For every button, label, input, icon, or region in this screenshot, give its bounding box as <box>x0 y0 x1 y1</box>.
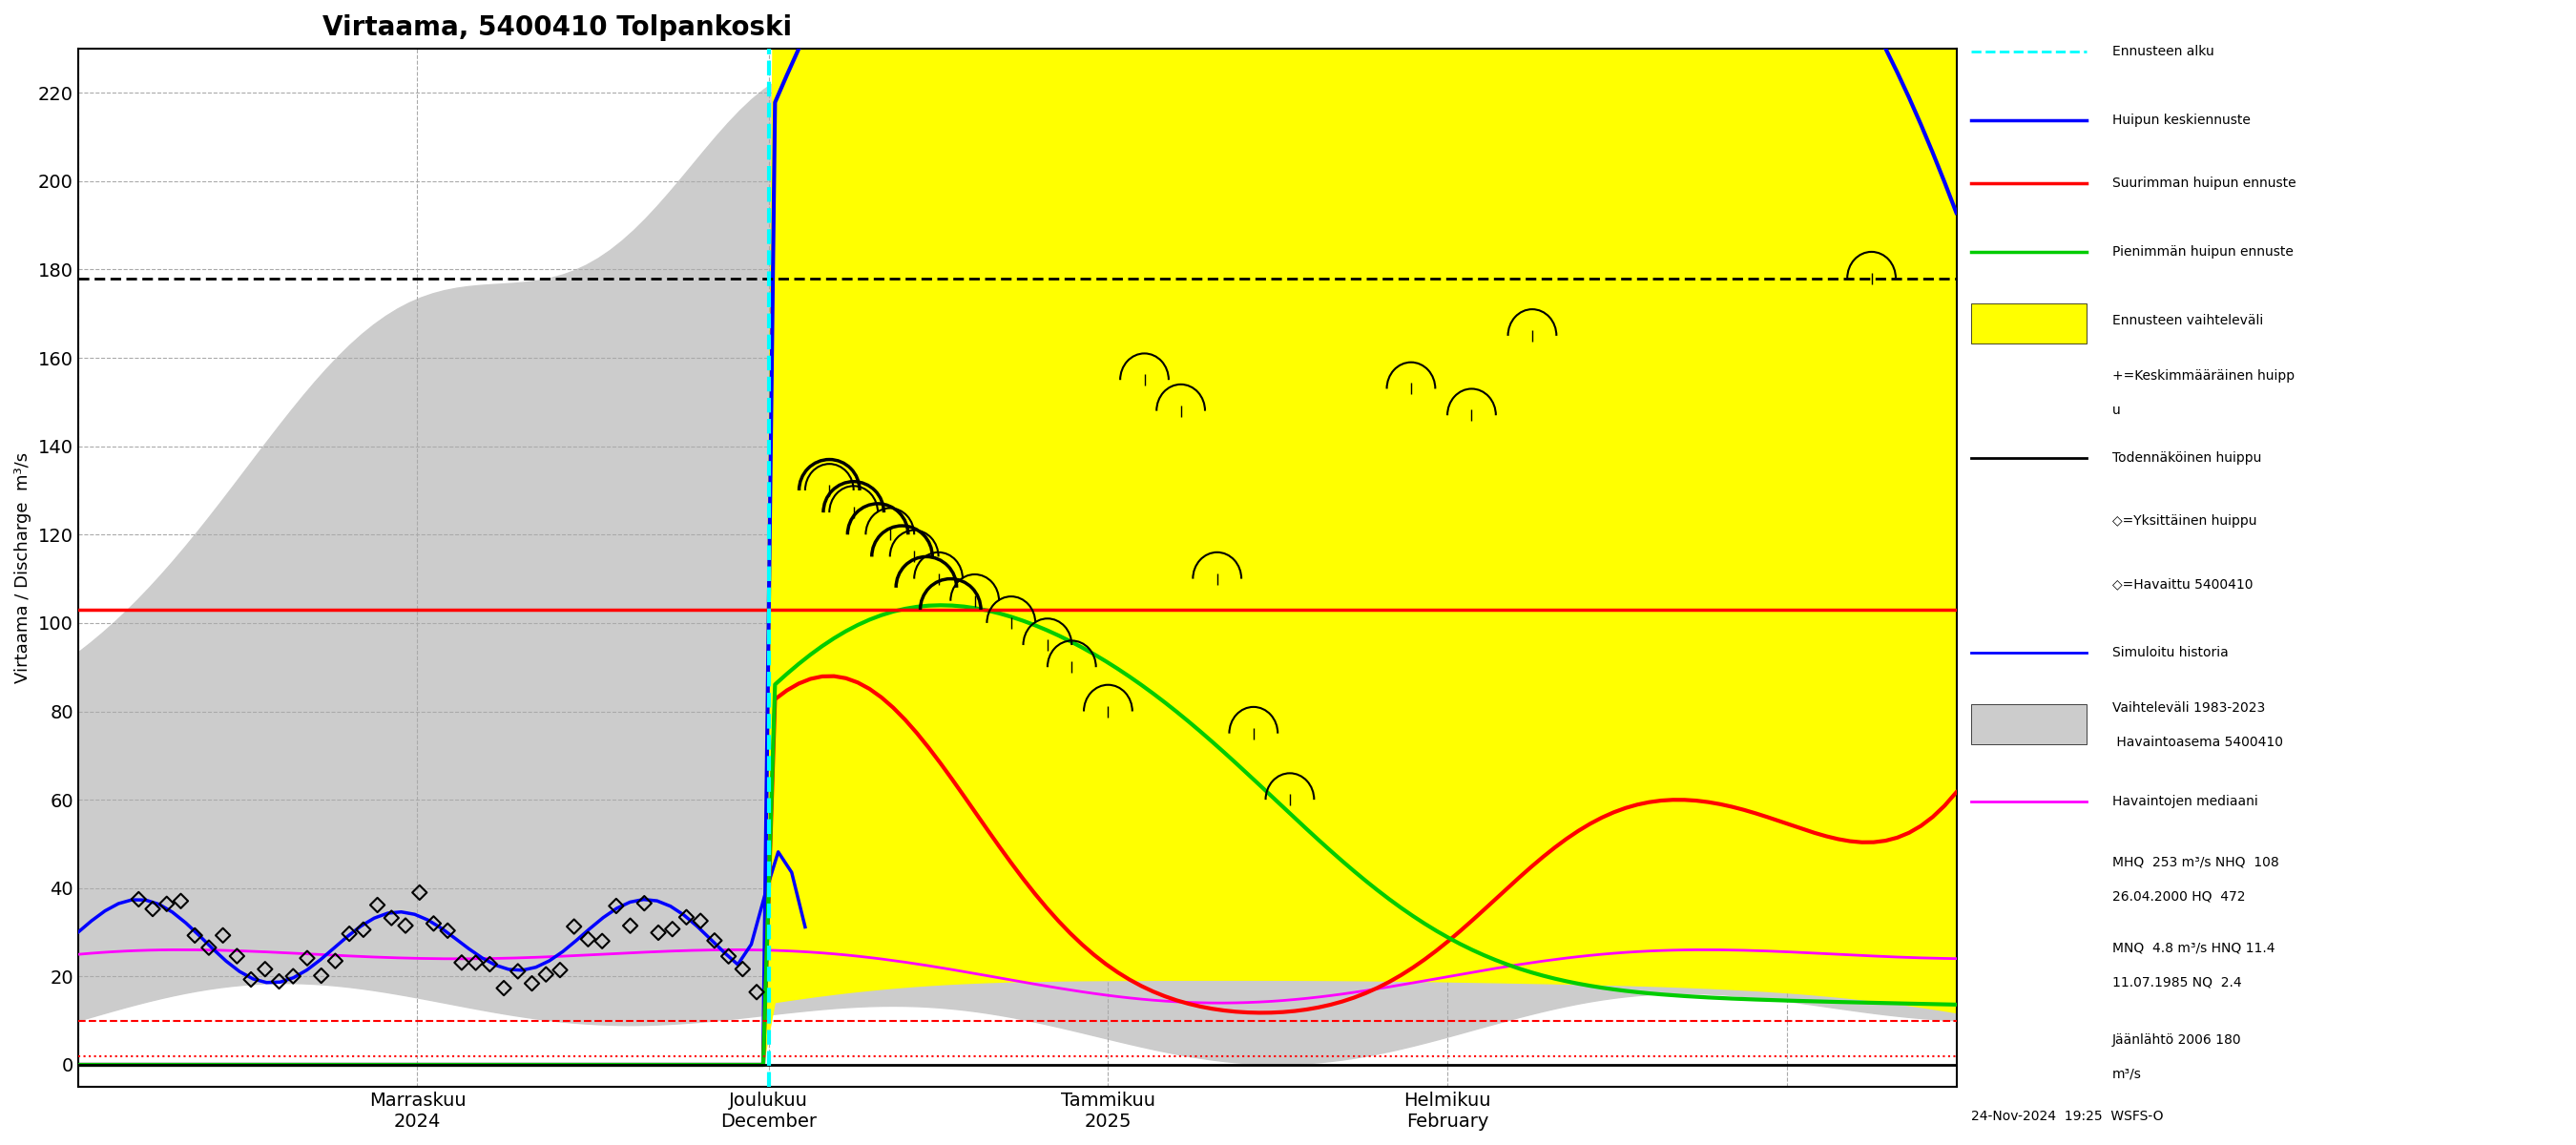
Text: MNQ  4.8 m³/s HNQ 11.4: MNQ 4.8 m³/s HNQ 11.4 <box>2112 941 2275 955</box>
Text: ◇=Havaittu 5400410: ◇=Havaittu 5400410 <box>2112 577 2254 591</box>
Text: MHQ  253 m³/s NHQ  108: MHQ 253 m³/s NHQ 108 <box>2112 855 2280 869</box>
Point <box>708 947 750 965</box>
Text: Jäänlähtö 2006 180: Jäänlähtö 2006 180 <box>2112 1033 2241 1047</box>
Y-axis label: Virtaama / Discharge  m³/s: Virtaama / Discharge m³/s <box>15 452 31 684</box>
Point <box>484 979 526 997</box>
Point <box>510 974 551 993</box>
Point <box>216 947 258 965</box>
Point <box>229 970 270 988</box>
Point <box>118 890 160 908</box>
Text: Todennäköinen huippu: Todennäköinen huippu <box>2112 451 2262 465</box>
Point <box>737 982 778 1001</box>
Point <box>526 965 567 984</box>
Point <box>188 939 229 957</box>
FancyBboxPatch shape <box>1971 303 2087 344</box>
Point <box>693 931 734 949</box>
Point <box>639 924 680 942</box>
Point <box>652 919 693 938</box>
Text: 26.04.2000 HQ  472: 26.04.2000 HQ 472 <box>2112 890 2246 903</box>
FancyBboxPatch shape <box>1971 704 2087 744</box>
Point <box>721 960 762 978</box>
Point <box>273 968 314 986</box>
Point <box>582 932 623 950</box>
Point <box>428 922 469 940</box>
Text: Ennusteen vaihteleväli: Ennusteen vaihteleväli <box>2112 314 2264 327</box>
Point <box>175 926 216 945</box>
Text: 11.07.1985 NQ  2.4: 11.07.1985 NQ 2.4 <box>2112 976 2241 989</box>
Point <box>160 892 201 910</box>
Point <box>595 897 636 915</box>
Point <box>399 883 440 901</box>
Text: Simuloitu historia: Simuloitu historia <box>2112 646 2228 660</box>
Point <box>286 949 327 968</box>
Point <box>412 915 453 933</box>
Point <box>623 894 665 913</box>
Point <box>554 917 595 935</box>
Text: Havaintojen mediaani: Havaintojen mediaani <box>2112 795 2259 808</box>
Point <box>469 955 510 973</box>
Point <box>343 921 384 939</box>
Point <box>456 954 497 972</box>
Point <box>258 972 299 990</box>
Text: Suurimman huipun ennuste: Suurimman huipun ennuste <box>2112 176 2295 190</box>
Point <box>611 916 652 934</box>
Point <box>245 960 286 978</box>
Point <box>538 961 580 979</box>
Point <box>301 966 343 985</box>
Point <box>680 911 721 930</box>
Point <box>131 900 173 918</box>
Point <box>204 926 245 945</box>
Text: m³/s: m³/s <box>2112 1067 2141 1081</box>
Text: Vaihteleväli 1983-2023: Vaihteleväli 1983-2023 <box>2112 701 2264 714</box>
Point <box>147 894 188 913</box>
Point <box>665 908 706 926</box>
Point <box>314 951 355 970</box>
Point <box>440 954 482 972</box>
Point <box>371 909 412 927</box>
Point <box>330 924 371 942</box>
Point <box>384 916 425 934</box>
Text: 24-Nov-2024  19:25  WSFS-O: 24-Nov-2024 19:25 WSFS-O <box>1971 1110 2164 1123</box>
Point <box>358 895 399 914</box>
Text: u: u <box>2112 403 2120 417</box>
Text: Huipun keskiennuste: Huipun keskiennuste <box>2112 113 2251 127</box>
Text: Ennusteen alku: Ennusteen alku <box>2112 45 2215 58</box>
Text: Havaintoasema 5400410: Havaintoasema 5400410 <box>2112 735 2282 749</box>
Point <box>567 930 608 948</box>
Text: Pienimmän huipun ennuste: Pienimmän huipun ennuste <box>2112 245 2293 259</box>
Text: +=Keskimmääräinen huipp: +=Keskimmääräinen huipp <box>2112 369 2295 382</box>
Text: Virtaama, 5400410 Tolpankoski: Virtaama, 5400410 Tolpankoski <box>322 14 791 41</box>
Point <box>497 962 538 980</box>
Text: ◇=Yksittäinen huippu: ◇=Yksittäinen huippu <box>2112 514 2257 528</box>
